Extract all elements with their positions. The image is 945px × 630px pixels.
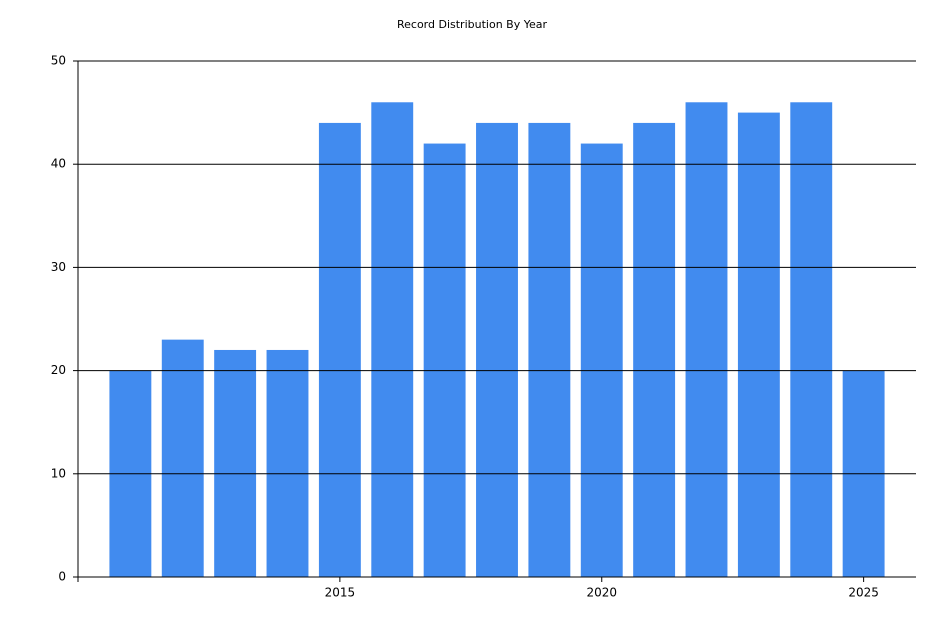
bar <box>737 112 780 577</box>
y-tick-label: 40 <box>51 157 66 171</box>
bar <box>266 349 309 577</box>
bar <box>371 102 414 577</box>
bar <box>476 122 518 578</box>
y-tick-label: 50 <box>51 54 66 68</box>
bar <box>790 102 833 577</box>
y-tick-label: 30 <box>51 260 66 274</box>
bar <box>423 143 466 577</box>
bar <box>580 143 623 577</box>
x-tick-label: 2020 <box>586 586 617 600</box>
y-tick-label: 10 <box>51 466 66 480</box>
bar <box>685 102 728 577</box>
x-tick-label: 2015 <box>325 586 356 600</box>
chart-title: Record Distribution By Year <box>397 18 547 31</box>
bar <box>214 349 257 577</box>
bar <box>318 122 361 578</box>
x-tick-label: 2025 <box>848 586 879 600</box>
bar <box>633 122 676 578</box>
y-tick-label: 20 <box>51 363 66 377</box>
bar <box>528 122 571 578</box>
bar <box>161 339 204 577</box>
y-tick-label: 0 <box>58 570 66 584</box>
